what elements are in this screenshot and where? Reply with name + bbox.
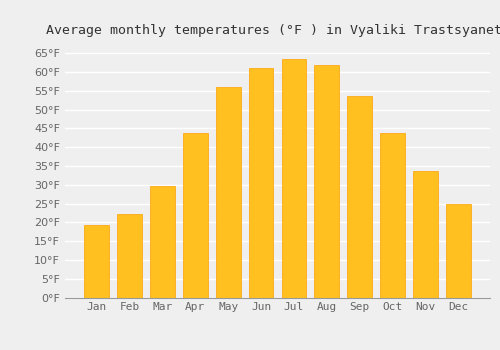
Bar: [348, 96, 372, 298]
Bar: [446, 204, 470, 298]
Bar: [282, 59, 306, 298]
Bar: [248, 68, 274, 298]
Bar: [150, 186, 174, 298]
Bar: [314, 65, 339, 298]
Bar: [413, 171, 438, 298]
Bar: [183, 133, 208, 298]
Bar: [117, 215, 142, 298]
Bar: [216, 88, 240, 298]
Bar: [84, 225, 109, 298]
Bar: [380, 133, 405, 298]
Title: Average monthly temperatures (°F ) in Vyaliki Trastsyanets: Average monthly temperatures (°F ) in Vy…: [46, 24, 500, 37]
